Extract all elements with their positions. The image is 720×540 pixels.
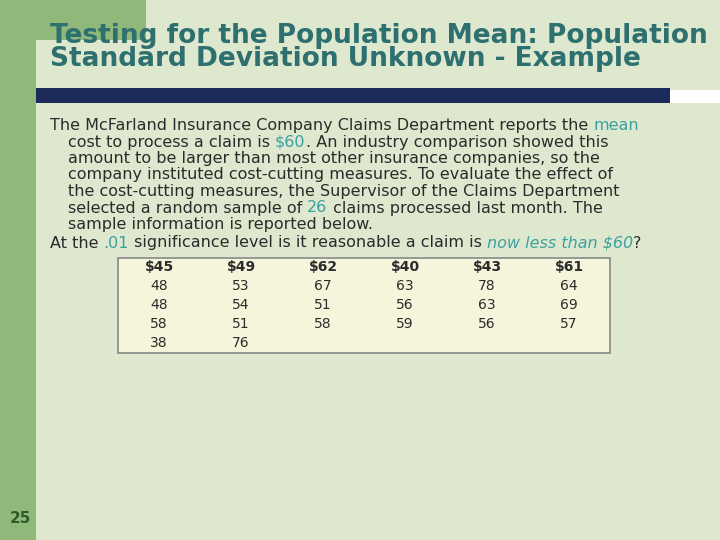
Text: cost to process a claim is: cost to process a claim is xyxy=(68,134,275,150)
Text: Standard Deviation Unknown - Example: Standard Deviation Unknown - Example xyxy=(50,46,641,72)
Text: $49: $49 xyxy=(226,260,256,274)
Text: 48: 48 xyxy=(150,298,168,312)
Text: 54: 54 xyxy=(233,298,250,312)
Text: At the: At the xyxy=(50,235,104,251)
Text: Testing for the Population Mean: Population: Testing for the Population Mean: Populat… xyxy=(50,23,708,49)
Text: 58: 58 xyxy=(150,317,168,331)
Text: 48: 48 xyxy=(150,279,168,293)
Bar xyxy=(118,258,610,353)
Bar xyxy=(36,103,720,540)
Text: 76: 76 xyxy=(232,336,250,350)
Text: 59: 59 xyxy=(396,317,414,331)
Text: the cost-cutting measures, the Supervisor of the Claims Department: the cost-cutting measures, the Superviso… xyxy=(68,184,619,199)
Text: ?: ? xyxy=(634,235,642,251)
Text: selected a random sample of: selected a random sample of xyxy=(68,200,307,215)
Text: 78: 78 xyxy=(478,279,496,293)
Text: amount to be larger than most other insurance companies, so the: amount to be larger than most other insu… xyxy=(68,151,600,166)
Text: sample information is reported below.: sample information is reported below. xyxy=(68,217,373,232)
Text: $61: $61 xyxy=(554,260,584,274)
Text: 67: 67 xyxy=(314,279,332,293)
Text: 51: 51 xyxy=(232,317,250,331)
Bar xyxy=(36,88,670,103)
Text: 69: 69 xyxy=(560,298,578,312)
Text: The McFarland Insurance Company Claims Department reports the: The McFarland Insurance Company Claims D… xyxy=(50,118,593,133)
Text: $60: $60 xyxy=(275,134,305,150)
Text: $62: $62 xyxy=(308,260,338,274)
Bar xyxy=(0,0,36,540)
Text: 64: 64 xyxy=(560,279,578,293)
Text: company instituted cost-cutting measures. To evaluate the effect of: company instituted cost-cutting measures… xyxy=(68,167,613,183)
Text: 25: 25 xyxy=(9,511,31,526)
Text: 56: 56 xyxy=(396,298,414,312)
Text: 57: 57 xyxy=(560,317,577,331)
Bar xyxy=(36,0,146,40)
Text: claims processed last month. The: claims processed last month. The xyxy=(328,200,603,215)
Text: .01: .01 xyxy=(104,235,129,251)
Text: $43: $43 xyxy=(472,260,502,274)
Text: 53: 53 xyxy=(233,279,250,293)
Text: now less than $60: now less than $60 xyxy=(487,235,634,251)
Text: 51: 51 xyxy=(314,298,332,312)
Text: 63: 63 xyxy=(396,279,414,293)
Text: mean: mean xyxy=(593,118,639,133)
Bar xyxy=(36,0,720,90)
Text: 38: 38 xyxy=(150,336,168,350)
Text: 63: 63 xyxy=(478,298,496,312)
Text: significance level is it reasonable a claim is: significance level is it reasonable a cl… xyxy=(129,235,487,251)
Text: . An industry comparison showed this: . An industry comparison showed this xyxy=(305,134,608,150)
Text: 56: 56 xyxy=(478,317,496,331)
Text: $45: $45 xyxy=(145,260,174,274)
Text: 58: 58 xyxy=(314,317,332,331)
Text: 26: 26 xyxy=(307,200,328,215)
Text: $40: $40 xyxy=(390,260,420,274)
